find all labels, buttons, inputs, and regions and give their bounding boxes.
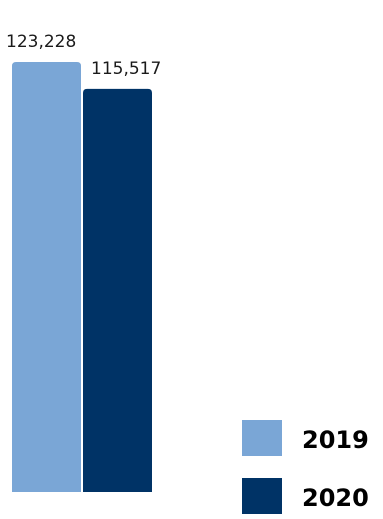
legend-swatch-2019 [242, 420, 282, 456]
bar-2020 [83, 88, 152, 492]
value-label-2019: 123,228 [6, 32, 76, 52]
bars-group [12, 62, 152, 492]
legend-label-2019: 2019 [302, 426, 369, 454]
value-labels-group: 123,228 115,517 [6, 32, 161, 79]
value-label-2020: 115,517 [91, 59, 161, 79]
legend: 2019 2020 [242, 420, 369, 514]
bar-2019 [12, 62, 81, 492]
legend-label-2020: 2020 [302, 484, 369, 512]
legend-swatch-2020 [242, 478, 282, 514]
